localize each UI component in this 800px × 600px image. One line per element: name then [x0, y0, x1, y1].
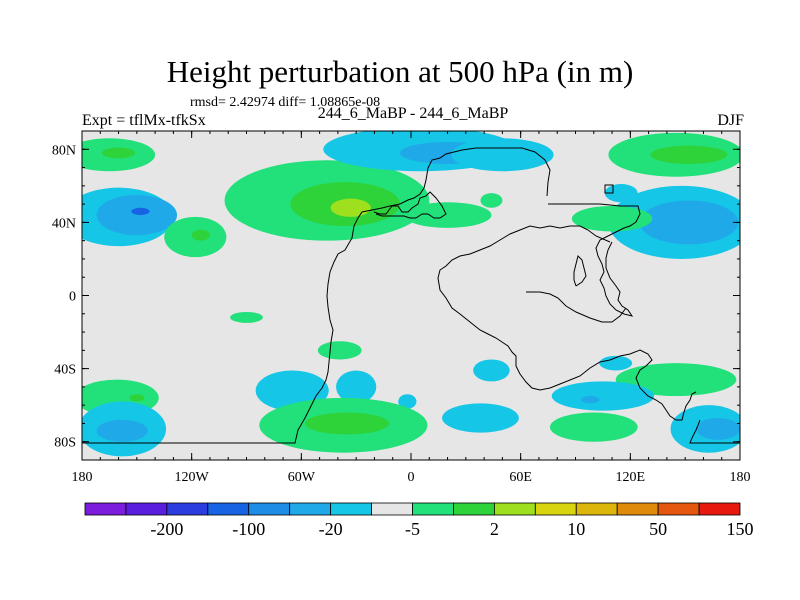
perturbation-cell	[230, 311, 263, 323]
perturbation-cell	[615, 363, 737, 397]
y-tick-label: 80N	[52, 143, 76, 158]
axis-tick-labels: 180 120W 60W 0 60E 120E 180 80N 40N 0 40S 80S	[52, 143, 751, 485]
perturbation-cell	[96, 194, 178, 236]
perturbation-cell	[403, 202, 492, 228]
perturbation-cell	[451, 138, 554, 172]
colorbar-swatch	[248, 502, 291, 516]
perturbation-cell	[650, 145, 728, 164]
perturbation-cell	[398, 394, 417, 409]
colorbar-label: 50	[649, 519, 667, 539]
perturbation-cell	[580, 396, 600, 404]
season-label: DJF	[717, 112, 744, 129]
x-tick-label: 60W	[288, 470, 316, 485]
colorbar-label: -100	[232, 519, 265, 539]
perturbation-cell	[304, 412, 390, 435]
colorbar-swatch	[84, 502, 127, 516]
perturbation-cell	[480, 193, 503, 208]
africa-outline	[548, 203, 641, 317]
colorbar-swatch	[698, 502, 741, 516]
japan-outline	[573, 255, 587, 287]
colorbar-swatch	[575, 502, 618, 516]
colorbar-labels: -200 -100 -20 -5 2 10 50 150	[150, 519, 753, 539]
perturbation-cell	[599, 355, 633, 371]
antarctica-outline	[689, 419, 740, 444]
colorbar-swatch	[330, 502, 372, 516]
y-tick-label: 0	[69, 290, 76, 305]
perturbation-cell	[317, 341, 362, 360]
colorbar-swatch	[125, 502, 168, 516]
colorbar-swatch	[493, 502, 536, 516]
colorbar-swatch	[657, 502, 700, 516]
colorbar-label: -5	[405, 519, 420, 539]
perturbation-cell	[551, 381, 655, 411]
y-tick-label: 40N	[52, 216, 76, 231]
colorbar-swatch	[616, 502, 659, 516]
perturbation-cell	[102, 147, 136, 159]
perturbation-cell	[696, 417, 740, 440]
perturbation-cell	[336, 370, 377, 404]
x-tick-label: 0	[408, 470, 415, 485]
y-tick-label: 40S	[54, 363, 76, 378]
perturbation-cell	[639, 200, 739, 245]
colorbar	[84, 502, 741, 516]
y-tick-label: 80S	[54, 436, 76, 451]
americas-outline	[82, 147, 551, 444]
x-tick-label: 120E	[616, 470, 646, 485]
colorbar-swatch	[207, 502, 250, 516]
stats-label: rmsd= 2.42974 diff= 1.08865e-08	[190, 95, 381, 110]
southeast-asia-outline	[526, 291, 627, 323]
island-outline	[604, 184, 614, 194]
colorbar-label: 2	[490, 519, 499, 539]
colorbar-swatch	[453, 502, 495, 516]
colorbar-label: -20	[319, 519, 343, 539]
colorbar-swatch	[371, 502, 413, 516]
asia-outline	[437, 225, 697, 421]
x-tick-label: 180	[730, 470, 751, 485]
dataset-label: 244_6_MaBP - 244_6_MaBP	[317, 105, 509, 122]
colorbar-swatch	[166, 502, 209, 516]
perturbation-cell	[330, 198, 371, 217]
colorbar-swatch	[412, 502, 454, 516]
perturbation-cell	[131, 207, 150, 216]
perturbation-field	[82, 131, 740, 457]
perturbation-cell	[549, 412, 638, 442]
axis-ticks	[81, 131, 741, 460]
x-tick-label: 120W	[175, 470, 210, 485]
colorbar-label: 10	[567, 519, 585, 539]
europe-outline	[373, 191, 447, 219]
perturbation-cell	[129, 394, 145, 402]
x-tick-label: 60E	[509, 470, 532, 485]
continent-outlines	[82, 147, 740, 444]
perturbation-cell	[191, 229, 210, 241]
perturbation-cell	[442, 403, 519, 433]
colorbar-label: 150	[727, 519, 754, 539]
x-tick-label: 180	[72, 470, 93, 485]
perturbation-cell	[96, 419, 148, 442]
colorbar-label: -200	[150, 519, 183, 539]
chart-title: Height perturbation at 500 hPa (in m)	[166, 54, 634, 89]
perturbation-cell	[473, 359, 510, 382]
colorbar-swatch	[534, 502, 577, 516]
experiment-label: Expt = tflMx-tfkSx	[82, 112, 206, 129]
colorbar-swatch	[289, 502, 332, 516]
